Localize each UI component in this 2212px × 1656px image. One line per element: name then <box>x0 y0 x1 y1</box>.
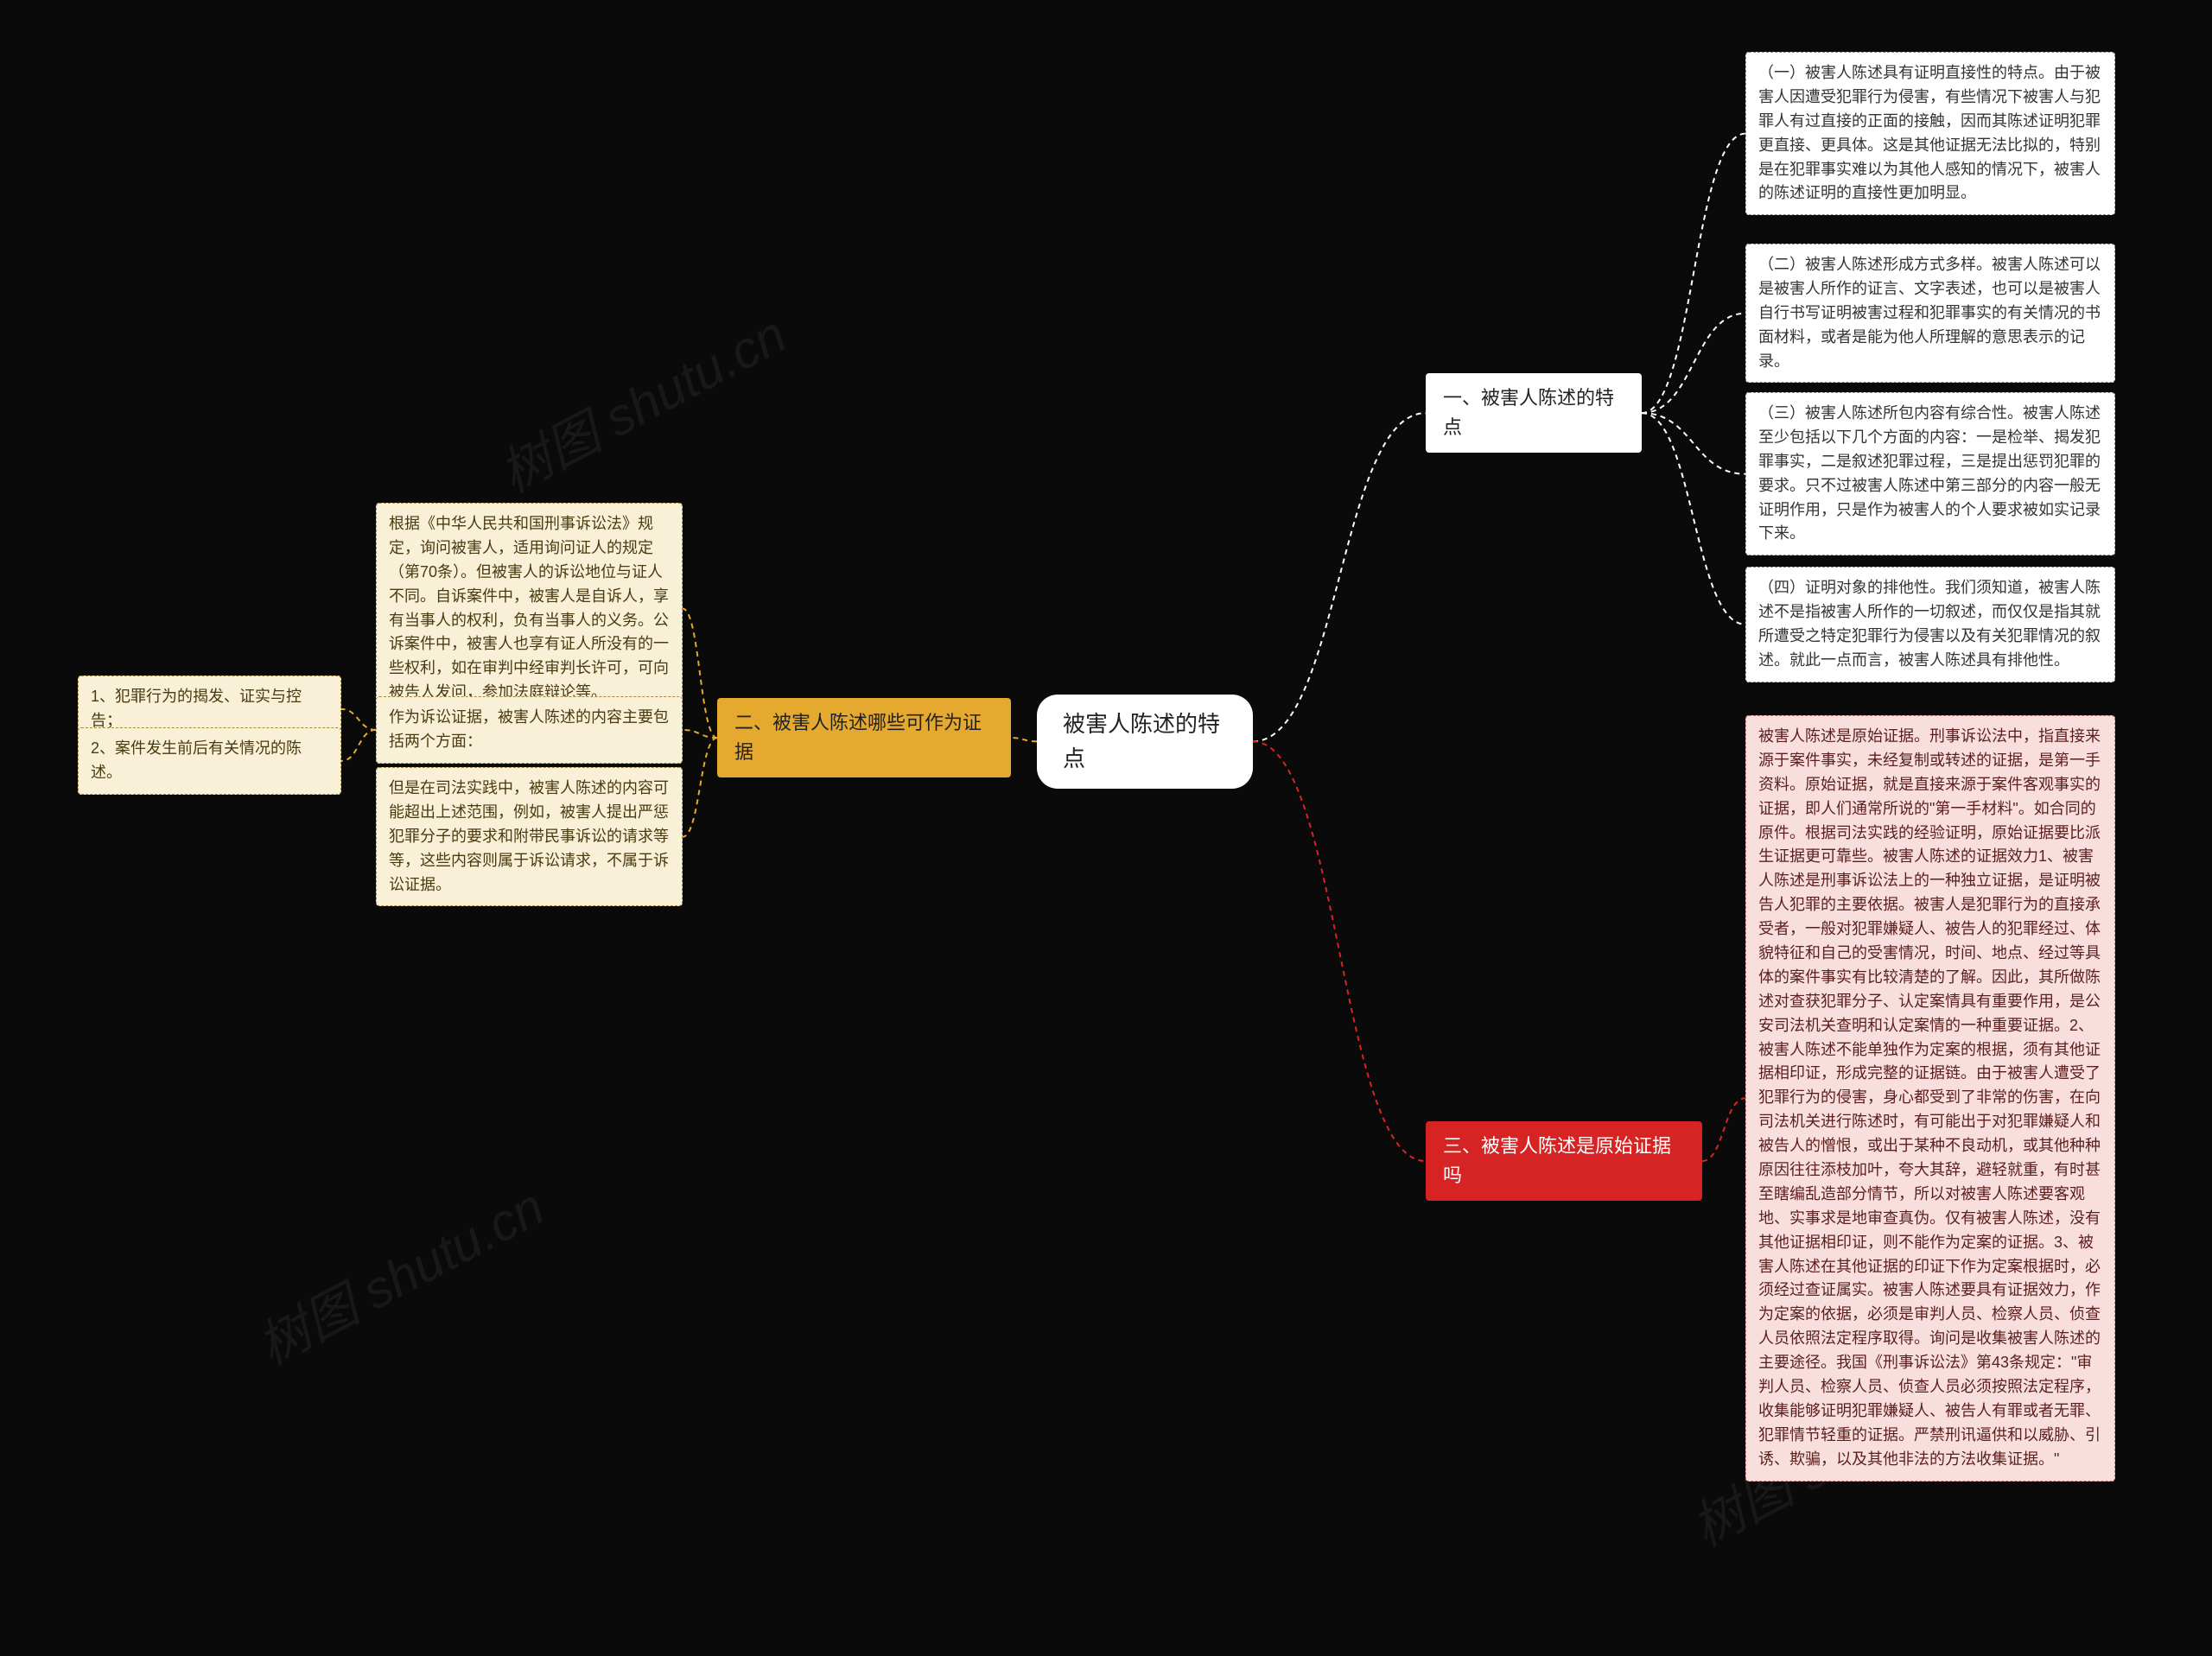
branch-node-3[interactable]: 三、被害人陈述是原始证据吗 <box>1426 1121 1702 1201</box>
leaf-node[interactable]: （一）被害人陈述具有证明直接性的特点。由于被害人因遭受犯罪行为侵害，有些情况下被… <box>1745 52 2115 215</box>
leaf-node[interactable]: 根据《中华人民共和国刑事诉讼法》规定，询问被害人，适用询问证人的规定（第70条）… <box>376 503 683 714</box>
leaf-node[interactable]: （四）证明对象的排他性。我们须知道，被害人陈述不是指被害人所作的一切叙述，而仅仅… <box>1745 567 2115 682</box>
watermark: 树图 shutu.cn <box>243 1166 556 1380</box>
leaf-node[interactable]: （二）被害人陈述形成方式多样。被害人陈述可以是被害人所作的证言、文字表述，也可以… <box>1745 244 2115 383</box>
leaf-node[interactable]: （三）被害人陈述所包内容有综合性。被害人陈述至少包括以下几个方面的内容：一是检举… <box>1745 392 2115 555</box>
root-node[interactable]: 被害人陈述的特点 <box>1037 695 1253 789</box>
leaf-node[interactable]: 被害人陈述是原始证据。刑事诉讼法中，指直接来源于案件事实，未经复制或转述的证据，… <box>1745 715 2115 1482</box>
leaf-node[interactable]: 但是在司法实践中，被害人陈述的内容可能超出上述范围，例如，被害人提出严惩犯罪分子… <box>376 767 683 906</box>
branch-node-1[interactable]: 一、被害人陈述的特点 <box>1426 373 1642 453</box>
mindmap-canvas: { "type": "mindmap", "background_color":… <box>0 0 2212 1656</box>
watermark: 树图 shutu.cn <box>485 294 798 507</box>
leaf-node[interactable]: 2、案件发生前后有关情况的陈述。 <box>78 727 341 795</box>
branch-node-2[interactable]: 二、被害人陈述哪些可作为证据 <box>717 698 1011 777</box>
leaf-node[interactable]: 作为诉讼证据，被害人陈述的内容主要包括两个方面： <box>376 696 683 764</box>
